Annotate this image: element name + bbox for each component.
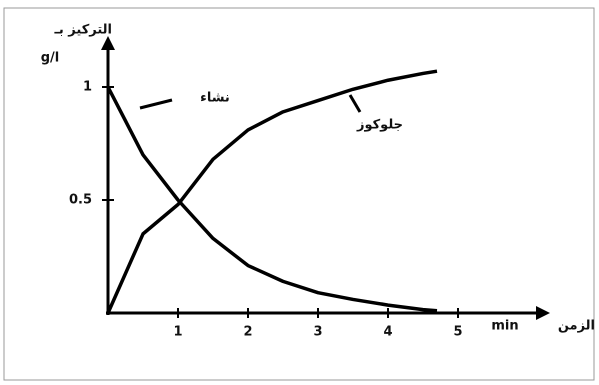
x-tick-label: 5: [453, 325, 462, 340]
y-axis-label: التركيز بـ: [53, 23, 112, 38]
series-line: [106, 86, 438, 313]
x-tick-label: 4: [383, 325, 392, 340]
y-tick-label: 1: [83, 80, 92, 95]
x-axis-arrow: [536, 306, 550, 320]
x-tick-label: 2: [243, 325, 252, 340]
y-axis-unit: g/l: [41, 51, 60, 66]
y-tick-label: 0.5: [69, 193, 92, 208]
x-tick-label: 3: [313, 325, 322, 340]
series-line: [106, 69, 438, 314]
x-tick-label: 1: [173, 325, 182, 340]
legend-pointer: [348, 94, 362, 113]
frame-border: [3, 7, 595, 381]
legend-pointer: [139, 98, 173, 110]
x-axis-unit: min: [491, 319, 518, 334]
y-axis-arrow: [101, 36, 115, 50]
x-axis-label: الزمن: [558, 319, 595, 334]
legend-label: نشاء: [200, 91, 230, 106]
legend-label: جلوكوز: [356, 118, 403, 133]
